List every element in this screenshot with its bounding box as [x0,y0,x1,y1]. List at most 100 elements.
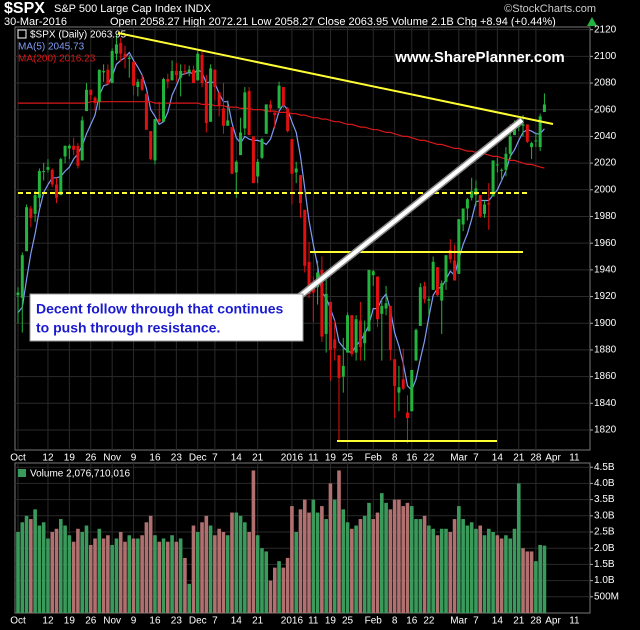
volume-bar [204,515,209,613]
x-tick-label: 14 [231,616,243,627]
candle-body [388,305,392,350]
x-tick-label: Mar [450,453,468,464]
volume-bar [435,535,440,613]
x-tick-label: 2016 [281,453,304,464]
x-tick-label: 14 [492,453,504,464]
annotation-box [29,293,304,342]
volume-bar [534,561,538,613]
volume-bar [230,512,234,613]
volume-bar [118,532,123,613]
candle-body [84,89,88,112]
volume-bar [281,567,286,613]
volume-bar [251,470,256,613]
candle-body [264,104,268,134]
candle-body [256,161,260,177]
volume-bar [478,525,483,613]
y-tick-label: 1840 [594,398,617,409]
x-tick-label: Mar [450,616,468,627]
candle-body [213,69,217,88]
y-tick-label: 2.5B [594,527,615,538]
x-tick-label: 7 [212,616,218,627]
y-tick-label: 2020 [594,158,617,169]
volume-bar [225,535,230,613]
x-tick-label: 7 [473,453,479,464]
volume-bar [200,522,204,613]
volume-bar [63,525,67,613]
candle-body [521,124,525,126]
candle-body [508,136,512,154]
volume-bar [499,538,504,613]
x-tick-label: 23 [171,453,183,464]
candle-body [418,287,422,326]
x-tick-label: Oct [10,616,26,627]
quote: Open 2058.27 High 2072.21 Low 2058.27 Cl… [110,16,556,28]
y-tick-label: 1820 [594,425,617,436]
chart-subtitle: S&P 500 Large Cap Index INDX [54,3,212,15]
volume-bar [285,557,290,613]
volume-bar [401,506,405,613]
volume-bar [101,538,106,613]
candle-body [470,191,474,198]
x-tick-label: Dec [189,453,207,464]
candle-body [127,57,131,60]
candle-body [196,53,200,81]
annotation-text: Decent follow through that continues [36,301,284,317]
date: 30-Mar-2016 [4,16,67,28]
x-tick-label: 16 [406,616,418,627]
x-tick-label: 14 [231,453,243,464]
volume-bar [465,525,470,613]
x-tick-label: 23 [171,616,183,627]
candle-body [393,359,397,386]
volume-bar [418,519,423,613]
volume-bar [392,499,397,613]
candle-body [230,127,234,174]
x-tick-label: Apr [545,616,561,627]
y-tick-label: 4.0B [594,478,615,489]
y-tick-label: 2000 [594,184,617,195]
volume-bar [71,541,76,613]
volume-panel [14,462,591,614]
candle-body [59,159,63,196]
x-tick-label: Apr [545,453,561,464]
volume-bar [16,532,20,613]
volume-bar [427,525,431,613]
volume-bar [88,544,93,613]
candle-body [183,71,187,73]
candle-body [277,85,281,109]
candle-body [457,219,461,274]
x-tick-label: 9 [131,616,137,627]
volume-bar [238,515,243,613]
volume-bar [41,522,46,613]
volume-bar [512,528,517,613]
volume-bar [148,515,153,613]
volume-bar [127,535,132,613]
volume-bar [37,525,42,613]
legend-price: $SPX (Daily) 2063.95 [30,30,127,41]
arrow [298,118,524,298]
candle-body [93,97,97,104]
volume-bar [140,535,144,613]
volume-bar [131,538,136,613]
candle-body [247,91,251,136]
candle-body [110,51,114,84]
volume-bar [409,506,414,613]
candle-body [123,53,127,58]
volume-bar [67,535,72,613]
candle-body [42,171,46,173]
x-tick-label: 21 [252,453,264,464]
x-tick-label: 11 [308,453,319,464]
candle-body [367,269,371,332]
volume-bar [195,532,200,613]
volume-bar [178,538,183,613]
x-tick-label: Feb [365,453,383,464]
y-tick-label: 500M [594,591,619,602]
x-tick-label: Nov [103,616,121,627]
price-panel [14,26,591,451]
candle-body [384,303,388,309]
volume-bar [354,525,358,613]
x-tick-label: 11 [569,616,580,627]
y-tick-label: 1860 [594,371,617,382]
volume-bar [24,515,29,613]
y-tick-label: 2040 [594,131,617,142]
volume-bar [516,483,521,613]
